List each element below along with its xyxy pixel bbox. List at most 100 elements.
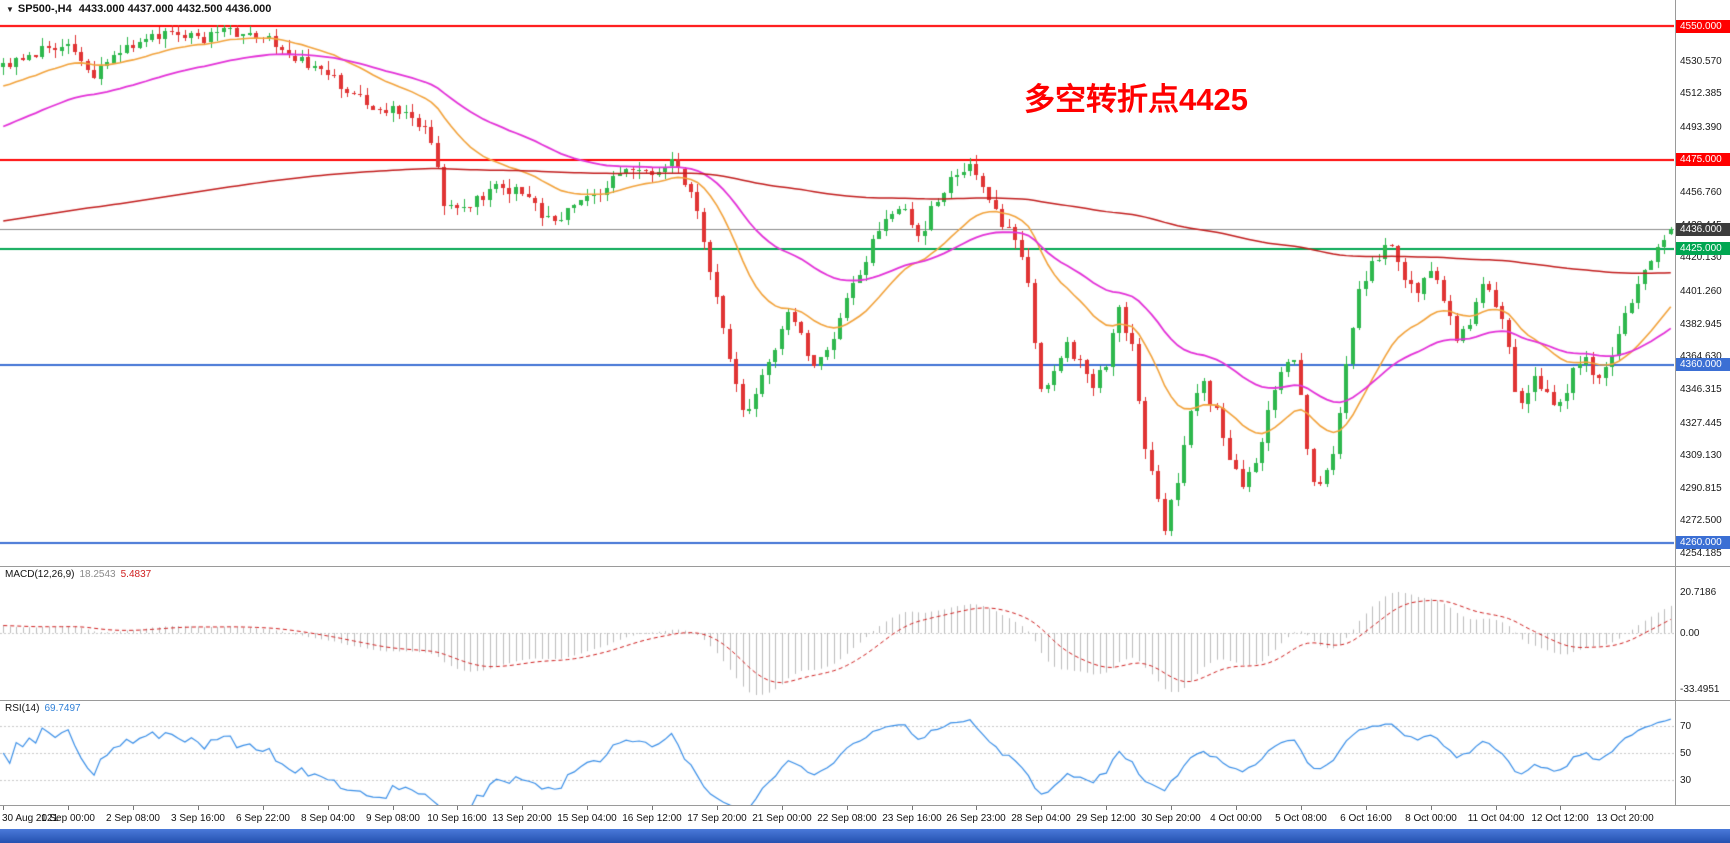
- macd-axis-tick: 20.7186: [1680, 587, 1717, 598]
- time-axis-tick: [1496, 806, 1497, 810]
- time-axis-label: 17 Sep 20:00: [687, 813, 747, 824]
- macd-value-signal: 5.4837: [120, 569, 152, 580]
- macd-value-main: 18.2543: [79, 569, 116, 580]
- rsi-axis-tick: 30: [1680, 775, 1692, 786]
- rsi-value: 69.7497: [44, 703, 81, 714]
- time-axis-label: 10 Sep 16:00: [427, 813, 487, 824]
- chart-title-symbol: SP500-,H4: [17, 3, 72, 15]
- time-axis-label: 16 Sep 12:00: [622, 813, 682, 824]
- price-line-badge: 4475.000: [1676, 153, 1730, 167]
- time-axis-tick: [976, 806, 977, 810]
- time-axis-label: 6 Oct 16:00: [1340, 813, 1392, 824]
- time-axis-label: 12 Oct 12:00: [1531, 813, 1589, 824]
- price-axis-tick: 4401.260: [1680, 285, 1722, 297]
- time-axis-label: 5 Oct 08:00: [1275, 813, 1327, 824]
- price-axis-tick: 4530.570: [1680, 55, 1722, 67]
- macd-axis-tick: -33.4951: [1680, 684, 1720, 695]
- price-line-badge: 4260.000: [1676, 536, 1730, 550]
- main-chart-panel: 4530.5704512.3854493.3904456.7604438.445…: [0, 0, 1730, 567]
- price-axis-tick: 4327.445: [1680, 417, 1722, 429]
- price-axis-tick: 4309.130: [1680, 450, 1722, 462]
- time-axis-tick: [522, 806, 523, 810]
- taskbar-strip[interactable]: [0, 829, 1730, 843]
- time-axis-tick: [1366, 806, 1367, 810]
- time-axis-tick: [263, 806, 264, 810]
- price-axis-tick: 4382.945: [1680, 318, 1722, 330]
- time-axis-label: 26 Sep 23:00: [946, 813, 1006, 824]
- time-axis-label: 4 Oct 00:00: [1210, 813, 1262, 824]
- time-axis-tick: [3, 806, 4, 810]
- time-axis-label: 6 Sep 22:00: [236, 813, 290, 824]
- symbol-dropdown-icon[interactable]: ▼: [6, 5, 14, 14]
- time-axis-label: 21 Sep 00:00: [752, 813, 812, 824]
- time-axis-tick: [912, 806, 913, 810]
- macd-name: MACD(12,26,9): [5, 569, 75, 580]
- time-axis-tick: [1625, 806, 1626, 810]
- time-axis-tick: [393, 806, 394, 810]
- time-axis-label: 11 Oct 04:00: [1467, 813, 1525, 824]
- time-axis-tick: [717, 806, 718, 810]
- time-axis-label: 13 Sep 20:00: [492, 813, 552, 824]
- time-axis-label: 9 Sep 08:00: [366, 813, 420, 824]
- rsi-canvas[interactable]: [0, 701, 1674, 805]
- time-axis-label: 8 Sep 04:00: [301, 813, 355, 824]
- price-line-badge: 4425.000: [1676, 242, 1730, 256]
- annotation-pivot-text: 多空转折点4425: [1024, 82, 1248, 117]
- rsi-axis-tick: 70: [1680, 721, 1692, 732]
- price-line-badge: 4550.000: [1676, 19, 1730, 33]
- time-axis-label: 22 Sep 08:00: [817, 813, 877, 824]
- time-axis[interactable]: 30 Aug 2021 1 Sep 00:00 2 Sep 08:00 3 Sep 1…: [0, 806, 1674, 828]
- time-axis-tick: [1301, 806, 1302, 810]
- time-axis-label: 1 Sep 00:00: [41, 813, 95, 824]
- time-axis-tick: [1041, 806, 1042, 810]
- macd-canvas[interactable]: [0, 567, 1674, 700]
- rsi-axis[interactable]: 70 50 30: [1675, 701, 1730, 805]
- time-axis-label: 30 Aug 2021: [2, 813, 59, 824]
- price-axis-tick: 4512.385: [1680, 88, 1722, 100]
- time-axis-tick: [652, 806, 653, 810]
- price-line-badge: 4360.000: [1676, 358, 1730, 371]
- price-axis-tick: 4456.760: [1680, 187, 1722, 199]
- time-axis-tick: [328, 806, 329, 810]
- time-axis-tick: [847, 806, 848, 810]
- main-chart-canvas[interactable]: [0, 0, 1674, 566]
- time-axis-label: 30 Sep 20:00: [1141, 813, 1201, 824]
- time-axis-label: 2 Sep 08:00: [106, 813, 160, 824]
- time-axis-tick: [1171, 806, 1172, 810]
- rsi-panel: 70 50 30 RSI(14) 69.7497: [0, 701, 1730, 806]
- price-axis-tick: 4346.315: [1680, 383, 1722, 395]
- rsi-title: RSI(14) 69.7497: [5, 703, 81, 714]
- macd-panel: 20.7186 0.00 -33.4951 MACD(12,26,9) 18.2543…: [0, 567, 1730, 701]
- price-line-badge: 4436.000: [1676, 222, 1730, 236]
- chart-title: ▼ SP500-,H4 4433.000 4437.000 4432.500 443…: [6, 3, 271, 15]
- time-axis-tick: [133, 806, 134, 810]
- price-axis-tick: 4364.630: [1680, 351, 1722, 363]
- price-axis-tick: 4254.185: [1680, 548, 1722, 560]
- macd-title: MACD(12,26,9) 18.2543 5.4837: [5, 569, 151, 580]
- macd-axis[interactable]: 20.7186 0.00 -33.4951: [1675, 567, 1730, 700]
- time-axis-tick: [198, 806, 199, 810]
- price-axis[interactable]: 4530.5704512.3854493.3904456.7604438.445…: [1675, 0, 1730, 566]
- chart-title-ohlc: 4433.000 4437.000 4432.500 4436.000: [78, 3, 272, 15]
- time-axis-tick: [1431, 806, 1432, 810]
- macd-axis-tick: 0.00: [1680, 628, 1700, 639]
- price-axis-tick: 4420.130: [1680, 252, 1722, 264]
- time-axis-label: 13 Oct 20:00: [1596, 813, 1654, 824]
- time-axis-tick: [1236, 806, 1237, 810]
- time-axis-tick: [1560, 806, 1561, 810]
- time-axis-label: 29 Sep 12:00: [1076, 813, 1136, 824]
- time-axis-tick: [68, 806, 69, 810]
- price-axis-tick: 4272.500: [1680, 515, 1722, 527]
- time-axis-label: 8 Oct 00:00: [1405, 813, 1457, 824]
- time-axis-tick: [1106, 806, 1107, 810]
- time-axis-label: 3 Sep 16:00: [171, 813, 225, 824]
- time-axis-tick: [782, 806, 783, 810]
- price-axis-tick: 4290.815: [1680, 482, 1722, 494]
- time-axis-label: 23 Sep 16:00: [882, 813, 942, 824]
- rsi-name: RSI(14): [5, 703, 40, 714]
- time-axis-label: 28 Sep 04:00: [1011, 813, 1071, 824]
- time-axis-tick: [587, 806, 588, 810]
- time-axis-label: 15 Sep 04:00: [557, 813, 617, 824]
- time-axis-tick: [457, 806, 458, 810]
